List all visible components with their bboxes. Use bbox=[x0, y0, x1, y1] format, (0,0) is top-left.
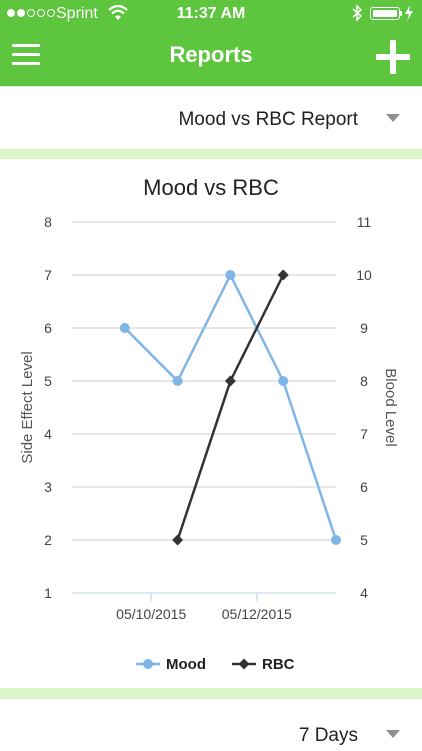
data-point-rbc bbox=[172, 534, 184, 546]
legend-marker-rbc bbox=[238, 658, 250, 670]
y-right-tick-label: 4 bbox=[360, 585, 368, 601]
signal-dots-icon bbox=[7, 9, 55, 17]
mood-vs-rbc-chart: Mood vs RBC 1 2 3 4 5 6 7 8 4 5 6 7 8 9 10 11 05/10/2015 0… bbox=[19, 175, 399, 673]
page-title: Reports bbox=[169, 42, 253, 67]
chart-container: Mood vs RBC 1 2 3 4 5 6 7 8 4 5 6 7 8 9 10 11 05/10/2015 0… bbox=[0, 159, 422, 688]
y-left-tick-label: 7 bbox=[44, 267, 52, 283]
legend-marker-mood bbox=[143, 659, 153, 669]
data-point-mood bbox=[119, 323, 130, 333]
app-header: Sprint 11:37 AM Reports bbox=[0, 0, 422, 86]
y-left-tick-label: 3 bbox=[44, 479, 52, 495]
legend-label-rbc: RBC bbox=[262, 656, 295, 673]
y-right-tick-label: 9 bbox=[360, 320, 368, 336]
chart-title: Mood vs RBC bbox=[143, 175, 279, 200]
y-right-axis-label: Blood Level bbox=[382, 368, 399, 446]
add-report-plus-icon[interactable] bbox=[376, 40, 410, 74]
data-point-mood bbox=[225, 270, 236, 280]
data-point-mood bbox=[278, 376, 289, 386]
date-range-value: 7 Days bbox=[298, 725, 358, 746]
section-divider bbox=[0, 149, 422, 159]
legend-label-mood: Mood bbox=[166, 656, 206, 673]
y-left-tick-label: 6 bbox=[44, 320, 52, 336]
hamburger-menu-icon[interactable] bbox=[12, 44, 40, 66]
data-point-mood bbox=[172, 376, 183, 386]
y-right-tick-label: 8 bbox=[360, 373, 368, 389]
y-right-tick-label: 10 bbox=[356, 267, 372, 283]
y-right-tick-label: 11 bbox=[357, 214, 372, 230]
report-type-dropdown[interactable]: Mood vs RBC Report bbox=[0, 86, 422, 149]
y-left-tick-label: 8 bbox=[44, 214, 52, 230]
status-time: 11:37 AM bbox=[176, 5, 246, 22]
dropdown-caret-icon bbox=[386, 730, 400, 738]
date-range-dropdown[interactable]: 7 Days bbox=[0, 698, 422, 751]
charging-bolt-icon bbox=[405, 5, 413, 21]
y-left-tick-label: 1 bbox=[44, 585, 52, 601]
series-line-mood bbox=[123, 273, 338, 541]
status-bar: Sprint 11:37 AM bbox=[0, 0, 422, 28]
dropdown-caret-icon bbox=[386, 114, 400, 122]
series-line-rbc bbox=[176, 274, 285, 541]
x-tick-label: 05/12/2015 bbox=[222, 606, 292, 622]
carrier-name: Sprint bbox=[56, 5, 98, 22]
y-left-tick-label: 4 bbox=[44, 426, 52, 442]
y-right-tick-label: 6 bbox=[360, 479, 368, 495]
bluetooth-icon bbox=[352, 4, 363, 22]
y-left-tick-label: 5 bbox=[44, 373, 52, 389]
report-type-value: Mood vs RBC Report bbox=[178, 109, 358, 130]
y-right-tick-label: 7 bbox=[360, 426, 368, 442]
data-point-mood bbox=[331, 535, 341, 545]
y-left-tick-label: 2 bbox=[44, 532, 52, 548]
data-point-rbc bbox=[224, 375, 236, 387]
y-left-axis-label: Side Effect Level bbox=[19, 351, 36, 463]
section-divider bbox=[0, 688, 422, 698]
y-right-tick-label: 5 bbox=[360, 532, 368, 548]
battery-icon bbox=[370, 7, 400, 20]
x-tick-label: 05/10/2015 bbox=[116, 606, 186, 622]
data-point-rbc bbox=[277, 269, 289, 281]
wifi-icon bbox=[108, 5, 128, 20]
